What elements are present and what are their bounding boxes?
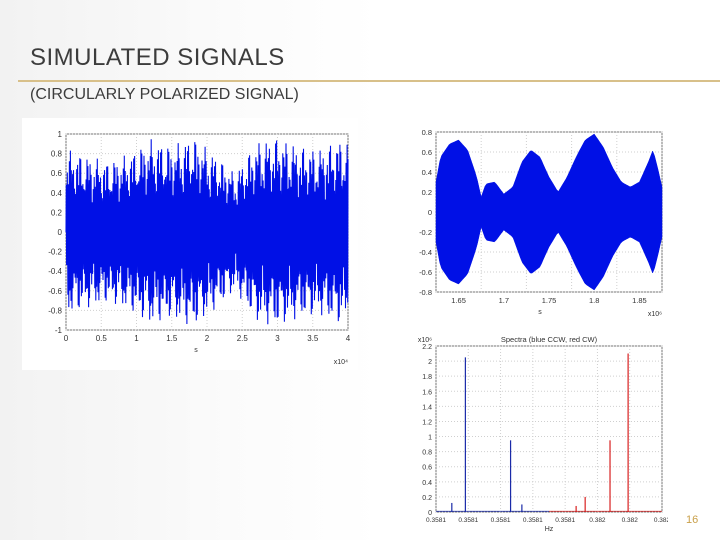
y-tick-label: 0.8 [422,128,432,137]
y-tick-label: 0.6 [422,148,432,157]
page-number: 16 [686,514,699,526]
y-tick-label: -0.2 [419,228,432,237]
y-tick-label: 0 [58,228,63,237]
x-tick-label: 0.3581 [555,517,575,524]
y-tick-label: 0 [428,510,432,517]
x-tick-label: 2.5 [237,334,249,343]
zoomed-signal-plot: 1.65 1.7 1.75 1.8 1.85 -0.8 -0.6 -0.4 -0.2 0 0.2 0.… [400,118,668,323]
y-tick-label: 0 [428,208,432,217]
time-signal-chart: 0 0.5 1 1.5 2 2.5 3 3.5 4 -1 -0.8 -0.6 -0.4 -0.2 0 0.2 0… [48,130,351,366]
x-tick-label: 0 [64,334,69,343]
spectra-x-grid [435,346,663,512]
y-axis-exponent: x10⁶ [418,337,432,344]
y-tick-label: 0.2 [422,495,432,502]
zoomed-signal-chart: 1.65 1.7 1.75 1.8 1.85 -0.8 -0.6 -0.4 -0.2 0 0.2 0.… [419,128,663,318]
y-tick-label: 0.6 [422,465,432,472]
x-axis-label: s [538,309,542,316]
x-tick-label: 4 [346,334,351,343]
x-axis-exponent: x10⁴ [334,359,348,366]
slide-title: SIMULATED SIGNALS [30,44,285,71]
x-tick-label: 1.7 [499,296,509,305]
x-tick-label: 1.85 [632,296,647,305]
y-tick-label: 0.4 [422,168,432,177]
x-tick-label: 3.5 [307,334,319,343]
y-tick-label: 1 [428,435,432,442]
x-tick-label: 0.3581 [458,517,478,524]
y-tick-label: 1.8 [422,374,432,381]
y-tick-label: 0.8 [51,150,63,159]
time-signal-plot: 0 0.5 1 1.5 2 2.5 3 3.5 4 -1 -0.8 -0.6 -0.4 -0.2 0 0.2 0… [22,118,358,370]
spectra-chart: Spectra (blue CCW, red CW) 0 0.2 0.4 0.6 0.8 1… [418,335,671,533]
x-tick-label: 0.382 [589,517,606,524]
y-tick-label: -0.6 [419,268,432,277]
x-axis-exponent: x10⁶ [648,311,662,318]
x-axis-label: Hz [545,526,554,533]
y-tick-label: -0.4 [48,267,62,276]
y-tick-label: -0.2 [48,248,62,257]
time-signal-trace [65,139,349,325]
x-tick-label: 1.75 [542,296,557,305]
y-tick-label: 1.4 [422,404,432,411]
y-tick-label: 1.2 [422,419,432,426]
x-tick-label: 1.5 [166,334,178,343]
y-tick-label: -0.8 [419,288,432,297]
y-tick-label: 1.6 [422,389,432,396]
y-tick-label: 1 [58,130,63,139]
y-tick-label: 0.2 [51,208,63,217]
y-tick-label: 0.8 [422,450,432,457]
x-tick-label: 0.3581 [426,517,446,524]
x-tick-label: 1 [134,334,139,343]
x-tick-label: 0.3581 [491,517,511,524]
y-tick-label: -0.8 [48,306,62,315]
y-tick-label: 0.2 [422,188,432,197]
spectra-frame [435,345,663,513]
zoomed-signal-area [435,133,663,291]
y-tick-label: 2.2 [422,344,432,351]
x-tick-label: 0.382 [622,517,639,524]
x-axis-label: s [194,347,198,354]
y-tick-label: -0.4 [419,248,432,257]
x-tick-label: 2 [205,334,210,343]
x-tick-label: 1.8 [589,296,599,305]
y-tick-label: 0.4 [51,189,63,198]
y-tick-label: -0.6 [48,287,62,296]
x-tick-label: 0.3581 [523,517,543,524]
y-tick-label: -1 [55,326,63,335]
slide-subtitle: (CIRCULARLY POLARIZED SIGNAL) [30,86,299,103]
title-divider [18,80,720,82]
x-tick-label: 0.5 [96,334,108,343]
y-tick-label: 0.4 [422,480,432,487]
y-tick-label: 2 [428,359,432,366]
y-tick-label: 0.6 [51,169,63,178]
x-tick-label: 1.65 [451,296,466,305]
spectra-title: Spectra (blue CCW, red CW) [501,335,598,344]
spectra-plot: Spectra (blue CCW, red CW) 0 0.2 0.4 0.6 0.8 1… [400,330,671,535]
x-tick-label: 3 [275,334,280,343]
x-tick-label: 0.382 [654,517,668,524]
